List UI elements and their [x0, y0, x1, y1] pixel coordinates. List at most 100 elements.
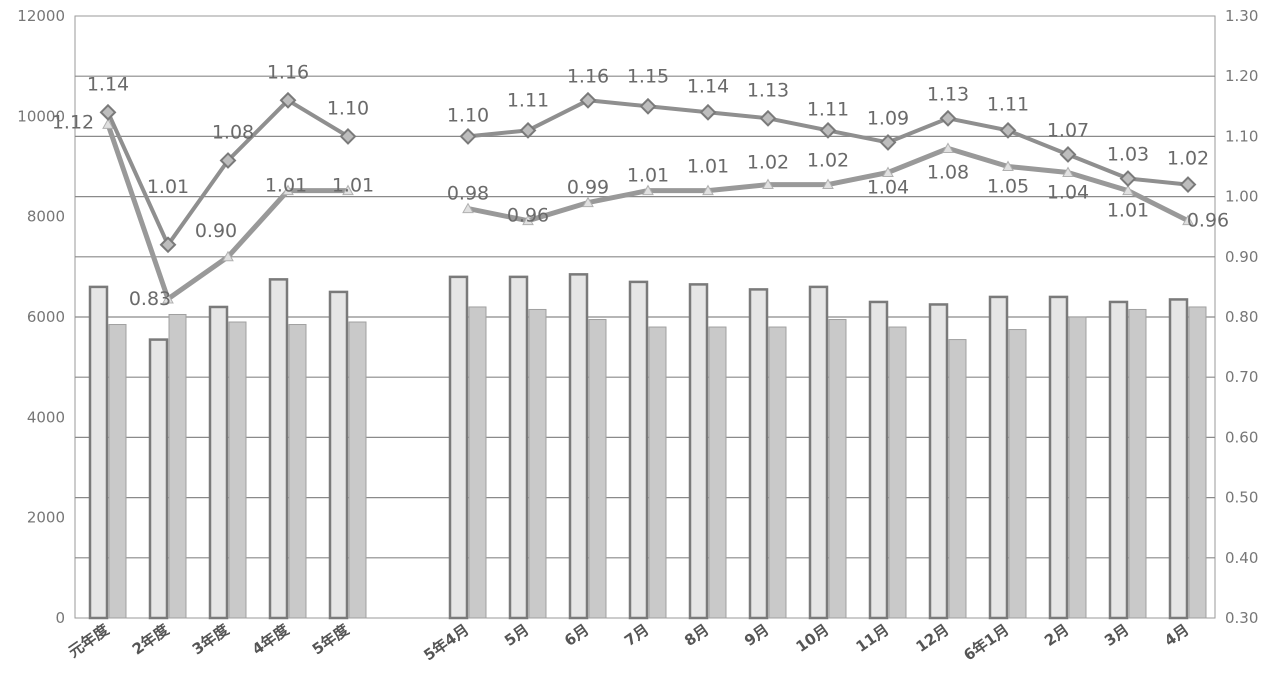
- lines: [99, 91, 1197, 304]
- data-label-series-1: 1.11: [507, 89, 549, 111]
- bar-series-2: [828, 319, 847, 619]
- data-label-series-2: 1.04: [1047, 182, 1089, 204]
- right-axis-tick-label: 1.30: [1225, 7, 1258, 25]
- bar-series-1: [88, 285, 109, 620]
- bar-series-2: [1008, 329, 1027, 619]
- bar-series-2: [1068, 316, 1087, 619]
- bar-series-2: [1188, 306, 1207, 619]
- bar-series-2: [288, 324, 307, 619]
- left-axis-tick-label: 12000: [17, 7, 65, 25]
- line-series-1-point: [1119, 170, 1137, 187]
- bar-series-1: [328, 290, 349, 620]
- line-series-2-point: [882, 166, 894, 178]
- line-series-2-point: [582, 196, 594, 208]
- category-label: 6年1月: [960, 621, 1012, 665]
- data-label-series-2: 1.02: [747, 152, 789, 174]
- bar-series-1: [928, 303, 949, 620]
- line-series-1-point: [459, 127, 477, 145]
- left-axis-tick-label: 2000: [27, 509, 65, 527]
- line-series-2-point: [1062, 166, 1074, 178]
- left-axis-tick-label: 0: [55, 609, 65, 627]
- data-label-series-2: 1.08: [927, 161, 969, 183]
- bar-series-2: [888, 326, 907, 619]
- data-label-series-2: 1.01: [627, 165, 669, 187]
- line-series-1-point: [759, 109, 777, 127]
- bar-series-1: [1168, 298, 1189, 620]
- bar-series-2: [648, 326, 667, 619]
- category-label: 元年度: [65, 620, 113, 661]
- data-label-series-2: 0.96: [507, 205, 549, 227]
- right-axis-tick-label: 0.40: [1225, 549, 1258, 567]
- data-label-series-1: 1.11: [807, 98, 849, 120]
- category-label: 5年4月: [420, 621, 472, 665]
- right-axis-tick-label: 0.80: [1225, 308, 1258, 326]
- line-series-2-point: [642, 184, 654, 196]
- line-series-2-point: [822, 178, 834, 190]
- data-label-series-1: 1.14: [87, 73, 129, 95]
- bar-series-1: [268, 278, 289, 620]
- line-series-1-point: [1059, 146, 1077, 163]
- line-series-2-point: [522, 214, 534, 226]
- category-label: 4月: [1161, 621, 1192, 650]
- bar-series-2: [348, 321, 367, 619]
- category-label: 5年度: [309, 620, 353, 659]
- bar-series-2: [948, 339, 967, 619]
- right-axis-tick-label: 1.20: [1225, 67, 1258, 85]
- right-axis-tick-label: 1.10: [1225, 127, 1258, 145]
- bar-series-1: [868, 300, 889, 620]
- left-axis-tick-label: 6000: [27, 308, 65, 326]
- right-axis-tick-label: 0.60: [1225, 428, 1258, 446]
- line-series-1-point: [1179, 176, 1197, 193]
- bar-series-2: [108, 324, 127, 619]
- data-label-series-2: 0.98: [447, 183, 489, 205]
- bar-series-1: [568, 273, 589, 620]
- left-axis-tick-label: 4000: [27, 408, 65, 426]
- bar-series-1: [148, 338, 169, 620]
- bar-series-1: [448, 275, 469, 620]
- line-series-2-point: [162, 292, 174, 304]
- line-series-2-point: [702, 184, 714, 196]
- left-axis-tick-label: 8000: [27, 208, 65, 226]
- data-label-series-1: 1.13: [747, 79, 789, 101]
- data-label-series-2: 1.01: [265, 175, 307, 197]
- line-series-2-point: [102, 118, 114, 129]
- data-label-series-2: 1.05: [987, 176, 1029, 198]
- right-axis-tick-label: 0.50: [1225, 489, 1258, 507]
- data-label-series-1: 1.16: [267, 61, 309, 83]
- line-series-2-point: [762, 178, 774, 190]
- bar-series-2: [588, 319, 607, 619]
- line-series-1-point: [939, 109, 957, 127]
- line-series-1-point: [519, 121, 537, 139]
- data-label-series-2: 1.12: [52, 111, 94, 133]
- data-label-series-1: 1.03: [1107, 144, 1149, 166]
- data-label-series-2: 1.01: [687, 156, 729, 178]
- line-series-2-point: [1002, 160, 1014, 171]
- data-label-series-1: 1.14: [687, 75, 729, 97]
- category-label: 3年度: [189, 620, 233, 659]
- bar-series-1: [1108, 300, 1129, 620]
- data-label-series-1: 1.01: [147, 176, 189, 198]
- line-series-2-point: [942, 142, 954, 153]
- bars: [88, 273, 1207, 620]
- line-series-1-point: [219, 152, 237, 169]
- category-label: 3月: [1101, 621, 1132, 650]
- category-label: 11月: [853, 621, 893, 656]
- category-label: 4年度: [249, 620, 293, 659]
- data-label-series-1: 1.13: [927, 83, 969, 105]
- category-label: 5月: [501, 621, 532, 650]
- bar-series-1: [988, 295, 1009, 620]
- line-series-2-point: [1182, 214, 1194, 226]
- category-label: 7月: [621, 621, 652, 650]
- data-label-series-2: 1.01: [1107, 200, 1149, 222]
- line-series-1-point: [819, 121, 837, 139]
- line-series-1-point: [699, 103, 717, 121]
- line-series-2-point: [462, 202, 474, 214]
- right-axis-tick-label: 0.30: [1225, 609, 1258, 627]
- data-label-series-1: 1.08: [212, 121, 254, 143]
- bar-series-1: [208, 305, 229, 620]
- line-series-1-point: [579, 91, 597, 109]
- data-label-series-1: 1.09: [867, 107, 909, 129]
- line-series-1-point: [99, 103, 117, 121]
- bar-series-2: [1128, 308, 1147, 619]
